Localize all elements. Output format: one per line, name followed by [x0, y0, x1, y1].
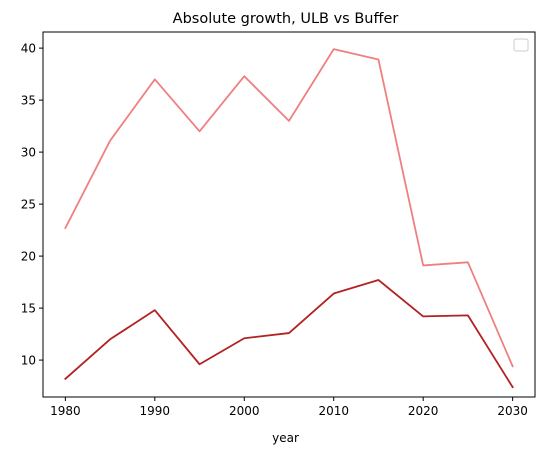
series-line-2 — [64, 279, 514, 389]
y-tick-label: 40 — [21, 42, 36, 56]
y-tick-label: 25 — [21, 198, 36, 212]
x-tick-label: 2020 — [408, 404, 439, 418]
plot-frame — [42, 31, 536, 398]
legend-box — [513, 38, 529, 52]
x-tick-label: 2010 — [318, 404, 349, 418]
y-tick-label: 35 — [21, 94, 36, 108]
series-line-1 — [64, 48, 514, 368]
x-tick-label: 2030 — [497, 404, 528, 418]
x-tick-label: 1990 — [140, 404, 171, 418]
y-tick-label: 10 — [21, 354, 36, 368]
y-tick-label: 15 — [21, 302, 36, 316]
x-tick-label: 2000 — [229, 404, 260, 418]
y-tick-label: 20 — [21, 250, 36, 264]
chart-title: Absolute growth, ULB vs Buffer — [173, 11, 399, 27]
x-tick-label: 1980 — [50, 404, 81, 418]
x-axis-label: year — [272, 431, 299, 445]
y-tick-label: 30 — [21, 146, 36, 160]
